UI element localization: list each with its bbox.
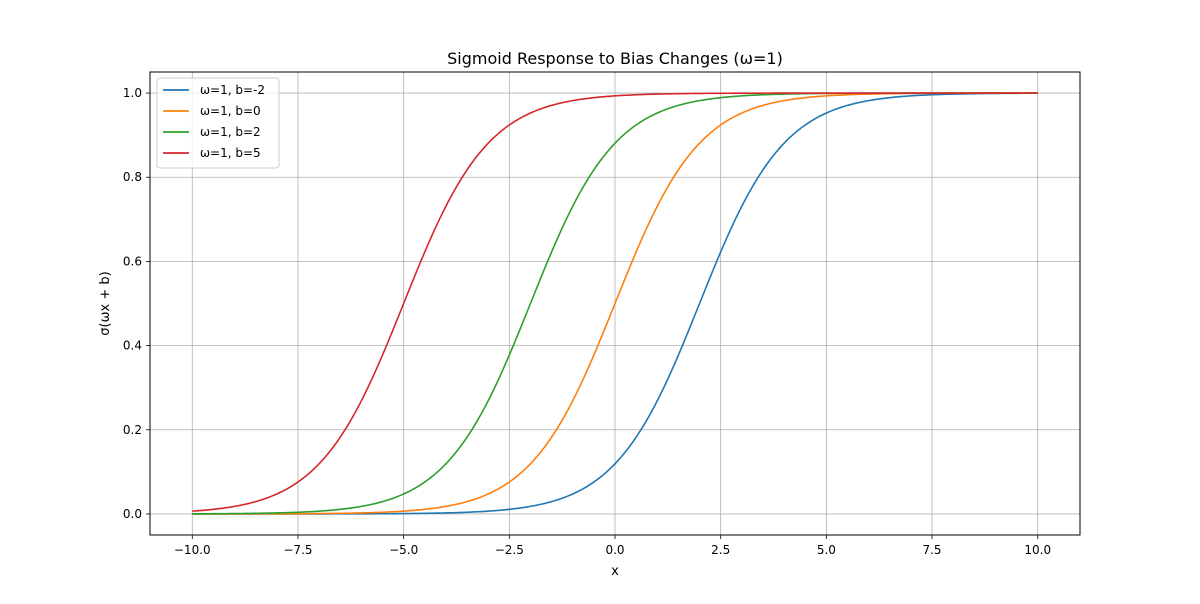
x-tick-label: 5.0	[817, 543, 836, 557]
legend-label: ω=1, b=2	[200, 125, 261, 139]
x-tick-label: 10.0	[1024, 543, 1051, 557]
y-tick-label: 0.6	[123, 254, 142, 268]
x-tick-label: 7.5	[922, 543, 941, 557]
y-tick-label: 0.2	[123, 423, 142, 437]
y-axis-label: σ(ωx + b)	[98, 271, 113, 335]
y-axis-ticks: 0.0 0.2 0.4 0.6 0.8 1.0	[123, 86, 150, 521]
series-lines	[192, 92, 1038, 515]
x-axis-ticks: −10.0 −7.5 −5.0 −2.5 0.0 2.5 5.0 7.5 10.0	[174, 535, 1051, 557]
legend-box	[156, 77, 280, 169]
y-tick-label: 0.4	[123, 339, 142, 353]
x-tick-label: −7.5	[283, 543, 312, 557]
y-tick-label: 0.0	[123, 507, 142, 521]
grid-lines	[150, 72, 1080, 535]
x-tick-label: 2.5	[711, 543, 730, 557]
x-tick-label: −10.0	[174, 543, 211, 557]
chart-title: Sigmoid Response to Bias Changes (ω=1)	[447, 49, 783, 68]
legend-label: ω=1, b=5	[200, 146, 261, 160]
y-tick-label: 1.0	[123, 86, 142, 100]
series-line-3	[192, 92, 1038, 512]
legend: ω=1, b=-2 ω=1, b=0 ω=1, b=2 ω=1, b=5	[156, 77, 280, 169]
legend-label: ω=1, b=0	[200, 104, 261, 118]
legend-label: ω=1, b=-2	[200, 83, 265, 97]
x-axis-label: x	[611, 564, 619, 579]
y-tick-label: 0.8	[123, 170, 142, 184]
x-tick-label: −5.0	[389, 543, 418, 557]
x-tick-label: 0.0	[605, 543, 624, 557]
x-tick-label: −2.5	[495, 543, 524, 557]
